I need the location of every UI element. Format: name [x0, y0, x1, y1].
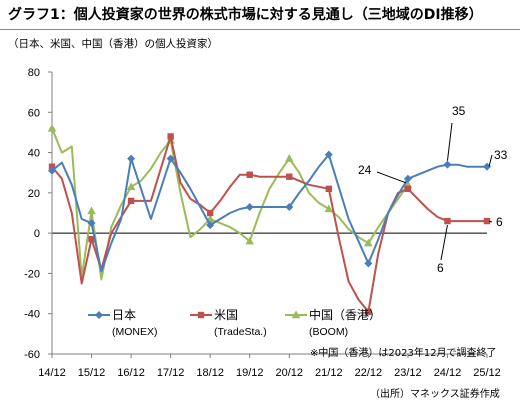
- legend-swatch-marker: [197, 311, 205, 319]
- data-point: [443, 160, 452, 169]
- x-tick-label: 18/12: [196, 367, 224, 379]
- y-tick-label: 80: [28, 67, 40, 79]
- y-tick-label: 60: [28, 107, 40, 119]
- annotation-leader: [440, 224, 448, 261]
- data-point: [324, 150, 333, 159]
- data-point: [87, 206, 96, 215]
- annotation-leader: [376, 171, 407, 184]
- legend-swatch-marker: [291, 310, 301, 319]
- y-tick-labels: 80 60 40 20 0 -20 -40 -60: [24, 67, 40, 361]
- y-tick-label: -20: [24, 268, 40, 280]
- series-1: [48, 133, 491, 315]
- y-tick-label: -60: [24, 349, 40, 361]
- series-line: [51, 153, 487, 273]
- data-point: [483, 217, 491, 225]
- annotation-label: 33: [494, 148, 508, 162]
- chart-title: グラフ1：個人投資家の世界の株式市場に対する見通し（三地域のDI推移）: [8, 7, 483, 23]
- data-point: [444, 217, 451, 225]
- x-tick-label: 23/12: [394, 367, 422, 379]
- chart-subtitle: （日本、米国、中国（香港）の個人投資家）: [8, 38, 218, 50]
- data-point: [48, 163, 56, 170]
- legend-entry-2: 中国（香港） (BOOM): [285, 307, 381, 338]
- legend-source: (MONEX): [112, 326, 158, 338]
- data-point: [404, 185, 412, 193]
- x-tick-label: 22/12: [355, 367, 383, 379]
- data-point: [127, 197, 135, 205]
- data-point: [365, 308, 372, 315]
- data-point: [364, 238, 373, 247]
- legend-entry-1: 米国 (TradeSta.): [190, 308, 267, 338]
- x-tick-label: 21/12: [315, 367, 343, 379]
- data-point: [284, 154, 294, 162]
- data-point: [285, 202, 294, 211]
- data-point: [324, 204, 334, 213]
- data-point: [364, 259, 373, 268]
- x-tick-label: 20/12: [276, 367, 304, 379]
- data-point: [245, 202, 254, 211]
- y-tick-label: 40: [28, 148, 40, 160]
- x-tick-label: 17/12: [157, 367, 185, 379]
- legend-swatch-marker: [95, 311, 103, 319]
- annotation-label: 6: [437, 261, 444, 275]
- legend-label: 米国: [214, 308, 238, 322]
- data-point: [127, 154, 136, 163]
- data-point: [48, 166, 56, 175]
- x-tick-label: 24/12: [434, 367, 462, 379]
- source-label: （出所）マネックス証券作成: [370, 387, 500, 400]
- annotation-label: 6: [496, 215, 503, 229]
- data-point: [167, 133, 174, 140]
- series-layer: [47, 123, 491, 315]
- data-point: [206, 221, 215, 230]
- data-point: [245, 236, 255, 245]
- annotation-leader: [446, 122, 453, 161]
- series-2: [47, 123, 413, 281]
- legend-label: 中国（香港）: [309, 307, 381, 322]
- data-point: [246, 171, 253, 178]
- data-point: [87, 219, 96, 228]
- series-line: [51, 135, 487, 313]
- legend-source: (BOOM): [309, 326, 348, 338]
- title-divider: [0, 29, 520, 30]
- legend-label: 日本: [112, 308, 136, 322]
- x-tick-label: 19/12: [236, 367, 264, 379]
- x-tick-label: 15/12: [78, 367, 106, 379]
- annotation-leader: [488, 220, 493, 223]
- axes: [48, 71, 488, 358]
- annotation-leader: [488, 154, 493, 167]
- y-tick-label: -40: [24, 309, 40, 321]
- data-point: [126, 182, 136, 191]
- data-point: [325, 185, 333, 193]
- data-point: [47, 123, 57, 132]
- series-0: [48, 150, 491, 273]
- survey-end-note: ※中国（香港）は2023年12月で調査終了: [310, 346, 497, 359]
- annotation-label: 35: [452, 104, 466, 118]
- data-point: [286, 173, 293, 180]
- series-line: [51, 128, 409, 281]
- y-tick-label: 20: [28, 188, 40, 200]
- data-point: [403, 174, 412, 183]
- legend-entry-0: 日本 (MONEX): [88, 308, 158, 338]
- data-point: [88, 235, 95, 243]
- x-tick-labels: 14/12 15/12 16/12 17/12 18/12 19/12 20/12 21/12…: [38, 367, 501, 379]
- x-tick-label: 25/12: [473, 367, 501, 379]
- x-tick-label: 16/12: [117, 367, 145, 379]
- x-tick-label: 14/12: [38, 367, 66, 379]
- annotations: 35 33 24 6 6: [358, 104, 508, 275]
- legend: 日本 (MONEX) 米国 (TradeSta.) 中国（香港） (BOOM): [88, 307, 381, 338]
- data-point: [206, 209, 214, 217]
- data-point: [166, 154, 175, 163]
- y-tick-label: 0: [34, 228, 40, 240]
- annotation-label: 24: [358, 163, 372, 177]
- legend-source: (TradeSta.): [214, 326, 267, 338]
